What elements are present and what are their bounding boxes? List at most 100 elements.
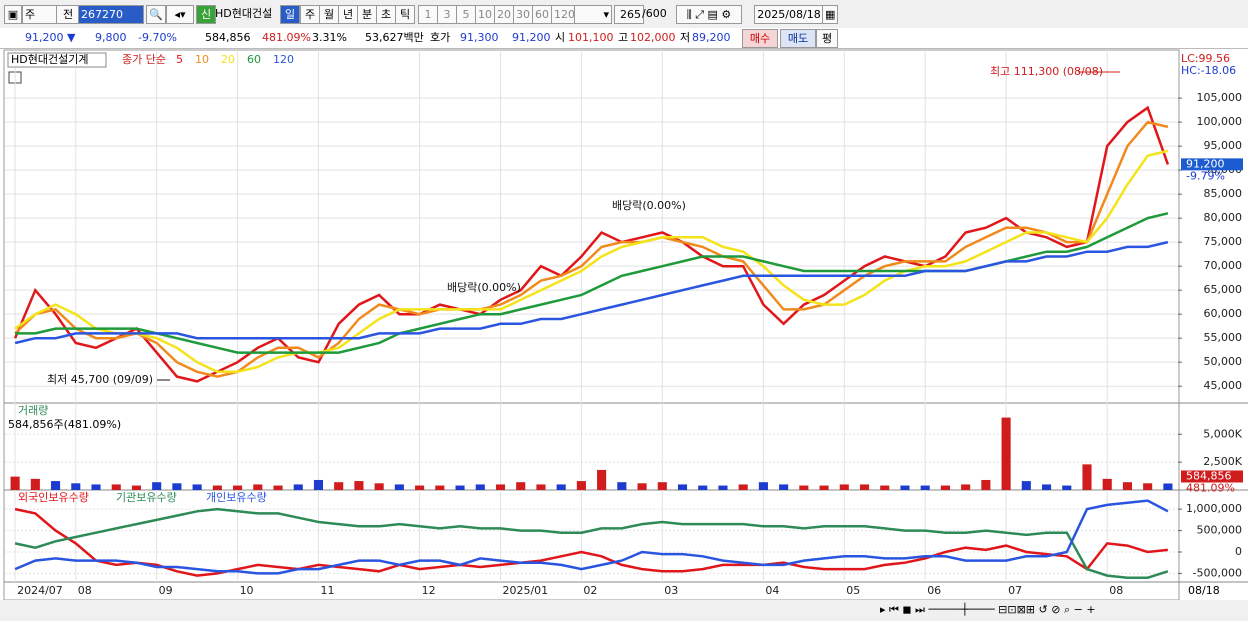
- y-tick-label: 80,000: [1204, 211, 1243, 224]
- legend-entry: 기관보유수량: [116, 491, 177, 504]
- volume-bar: [253, 484, 263, 490]
- last-price-box: [1181, 158, 1243, 171]
- volume-bar: [71, 483, 81, 490]
- y-tick-label: 45,000: [1204, 379, 1243, 392]
- series-line: [14, 507, 1169, 577]
- volume-bar: [192, 484, 202, 490]
- period-button[interactable]: 일: [280, 5, 300, 24]
- x-tick-label: 12: [422, 584, 436, 597]
- icon[interactable]: 🔍: [146, 5, 166, 24]
- volume-bar: [51, 481, 61, 490]
- volume-bar: [819, 485, 829, 490]
- volume-bar: [1021, 481, 1031, 490]
- turnover: 3.31%: [312, 31, 347, 44]
- volume-bar: [415, 485, 425, 490]
- period-button[interactable]: 초: [376, 5, 396, 24]
- volume-bar: [718, 485, 728, 490]
- volume-bar: [354, 481, 364, 490]
- y-tick-label: 95,000: [1204, 139, 1243, 152]
- info-bar: 91,200 ▼ 9,800 -9.70% 584,856 481.09% 3.…: [0, 28, 1248, 49]
- y-tick-label: 60,000: [1204, 307, 1243, 320]
- y-tick-label: 75,000: [1204, 235, 1243, 248]
- series-line: [14, 499, 1169, 575]
- legend-entry: 20: [221, 53, 235, 66]
- period-button[interactable]: 틱: [395, 5, 415, 24]
- avg-button[interactable]: 평: [816, 29, 838, 48]
- date-input[interactable]: 2025/08/18: [754, 5, 824, 24]
- bottom-bar: [0, 600, 1248, 621]
- x-tick-label: 08: [78, 584, 92, 597]
- nav-buttons[interactable]: ▸ ⏮ ◼ ⏭ ─────┼──── ⊟⊡⊠⊞ ↺ ⊘ ⌕ − +: [880, 602, 1096, 616]
- annotation: 배당락(0.00%): [612, 199, 686, 212]
- period-button[interactable]: 주: [300, 5, 320, 24]
- annotation: 배당락(0.00%): [447, 281, 521, 294]
- y-tick-label: 70,000: [1204, 259, 1243, 272]
- volume-bar: [394, 484, 404, 490]
- buy-button[interactable]: 매수: [742, 29, 778, 48]
- change: 9,800: [95, 31, 127, 44]
- volume-bar: [131, 485, 142, 490]
- volume-bar: [1082, 464, 1092, 490]
- legend-entry: 개인보유수량: [206, 491, 267, 504]
- volume-bar: [516, 482, 526, 490]
- volume-bar: [799, 485, 809, 490]
- series-line: [14, 240, 1169, 345]
- toolbar: ▣ 주 전 267270 🔍 ◂▾ 신 HD현대건설 일 주 월 년 분 초 틱…: [0, 0, 1248, 29]
- frame: [3, 49, 1180, 601]
- interval-button[interactable]: 120: [551, 5, 575, 24]
- high: 102,000: [630, 31, 676, 44]
- interval-button[interactable]: 3: [437, 5, 457, 24]
- x-tick-label: 2025/01: [502, 584, 548, 597]
- icons[interactable]: ⫼ ⤢ ▤ ⚙: [676, 5, 742, 24]
- interval-button[interactable]: 5: [456, 5, 476, 24]
- period-button[interactable]: 분: [357, 5, 377, 24]
- count-input[interactable]: 265: [614, 5, 644, 24]
- annotation: 최저 45,700 (09/09): [47, 373, 153, 386]
- icon[interactable]: ▣: [4, 5, 22, 24]
- y-tick-label: 500,000: [1197, 524, 1243, 537]
- last-volume: 584,856: [1186, 469, 1232, 482]
- y-tick-label: 5,000K: [1203, 427, 1242, 440]
- period-button[interactable]: 년: [338, 5, 358, 24]
- new-button[interactable]: 신: [196, 5, 216, 24]
- volume-bar: [30, 478, 40, 490]
- volume-bar: [961, 484, 971, 490]
- calendar[interactable]: ▦: [822, 5, 838, 24]
- interval-button[interactable]: 60: [532, 5, 552, 24]
- interval-button[interactable]: 1: [418, 5, 438, 24]
- x-tick-label: 05: [846, 584, 860, 597]
- legend-entry: 외국인보유수량: [18, 491, 89, 504]
- volume-bar: [233, 485, 243, 490]
- code-input[interactable]: 267270: [78, 5, 144, 24]
- icon[interactable]: ◂▾: [166, 5, 194, 24]
- volume-bar: [455, 485, 465, 490]
- dropdown[interactable]: ▾: [574, 5, 612, 24]
- volume-bar: [597, 469, 607, 490]
- y-tick-label: 105,000: [1197, 91, 1243, 104]
- period-button[interactable]: 월: [319, 5, 339, 24]
- volume-bar: [435, 485, 445, 490]
- volume: 584,856: [205, 31, 251, 44]
- bid: 91,200: [512, 31, 551, 44]
- volume-bar: [495, 484, 506, 490]
- interval-button[interactable]: 30: [513, 5, 533, 24]
- x-tick-label: 06: [927, 584, 941, 597]
- volume-bar: [273, 485, 283, 490]
- select[interactable]: 전: [56, 5, 80, 24]
- y-tick-label: 55,000: [1204, 331, 1243, 344]
- title-box: [7, 52, 107, 68]
- sell-button[interactable]: 매도: [780, 29, 816, 48]
- series-line: [14, 149, 1169, 374]
- y-tick-label: 2,500K: [1203, 455, 1242, 468]
- interval-button[interactable]: 20: [494, 5, 514, 24]
- x-tick-label: 07: [1008, 584, 1022, 597]
- interval-button[interactable]: 10: [475, 5, 495, 24]
- x-tick-label: 10: [240, 584, 254, 597]
- volume-bar: [880, 485, 890, 490]
- select[interactable]: 주: [22, 5, 58, 24]
- volume-bar: [617, 482, 627, 490]
- y-tick-label: 0: [1235, 545, 1242, 558]
- label: 고: [618, 31, 629, 44]
- legend-entry: 5: [176, 53, 183, 66]
- volume-bar: [293, 484, 303, 490]
